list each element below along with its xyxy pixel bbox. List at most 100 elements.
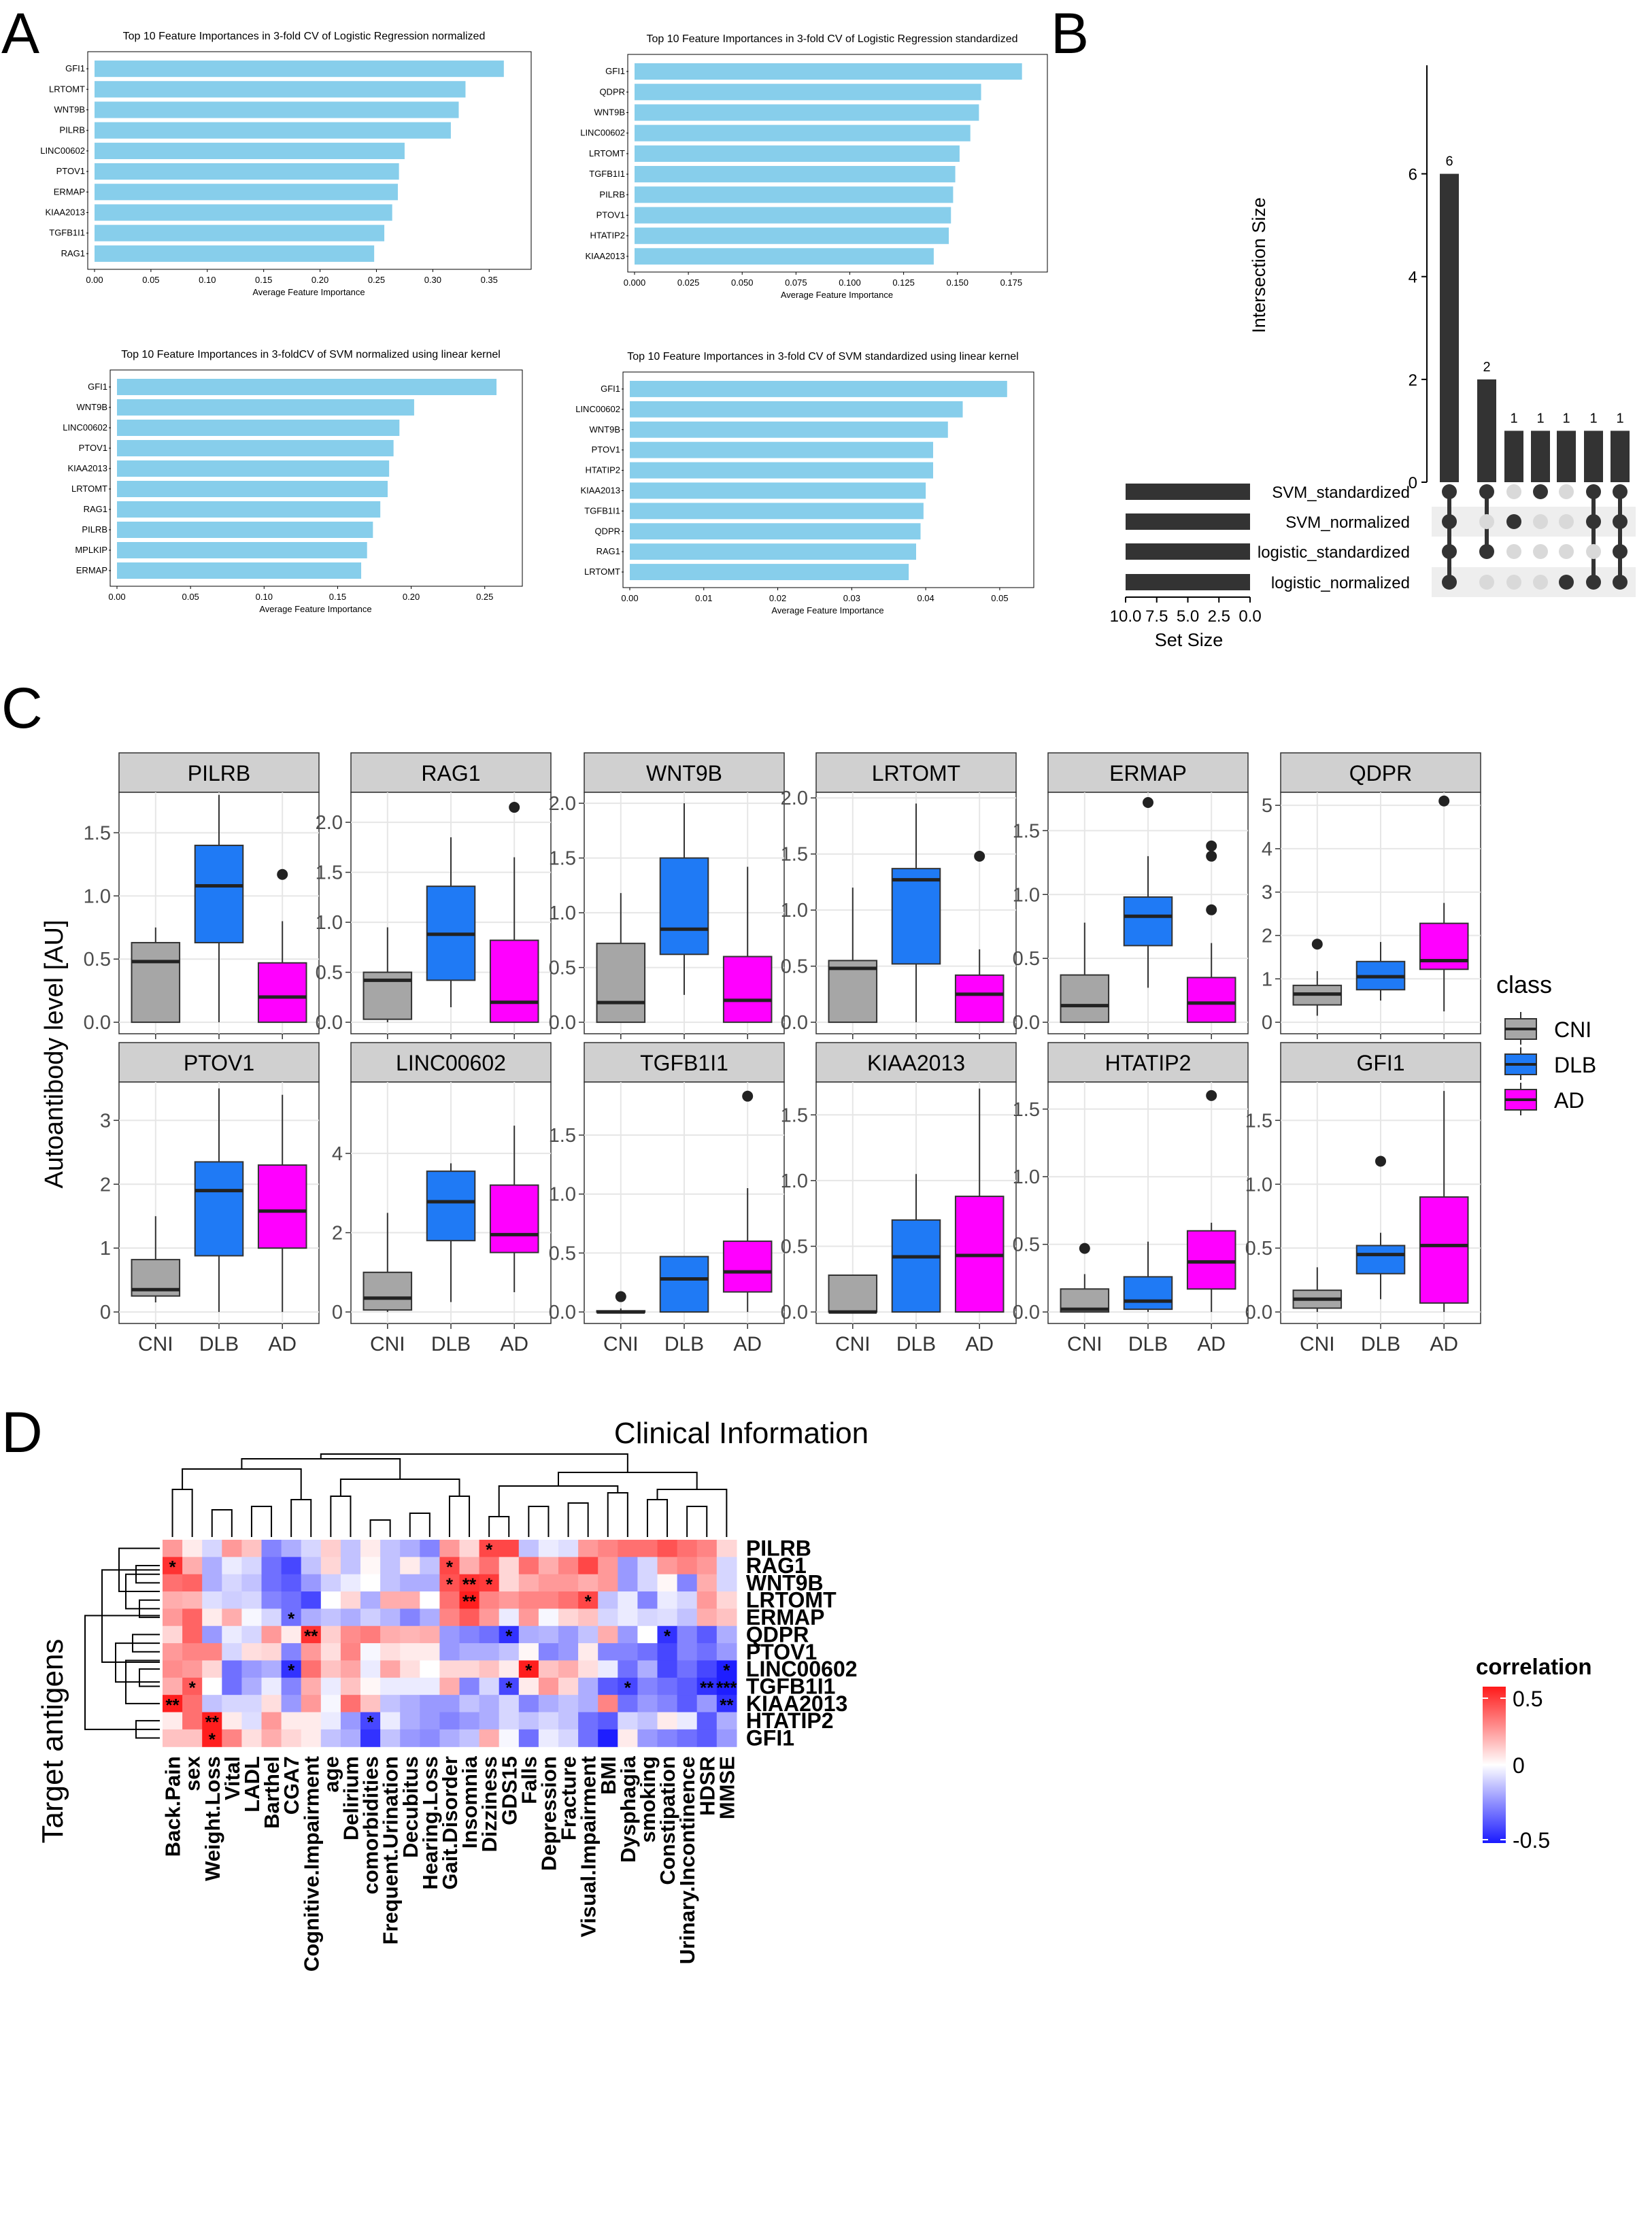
heatmap-cell [598, 1660, 618, 1678]
bar-chart-a1: Top 10 Feature Importances in 3-fold CV … [40, 31, 532, 297]
x-tick-label: 0.00 [108, 592, 125, 602]
significance-marker: * [664, 1625, 671, 1646]
x-axis-label: Average Feature Importance [781, 290, 893, 300]
heatmap-cell [182, 1591, 203, 1609]
membership-dot-off [1506, 484, 1521, 499]
y-tick-label: 1.0 [1013, 1166, 1040, 1188]
heatmap-cell [301, 1557, 322, 1575]
heatmap-cell [558, 1574, 579, 1592]
y-tick-label: 0.0 [84, 1012, 111, 1034]
heatmap-cell [182, 1712, 203, 1730]
facet-strip [584, 752, 785, 793]
box-ad [489, 1184, 539, 1253]
heatmap-cell [716, 1729, 737, 1747]
heatmap-cell [281, 1729, 302, 1747]
heatmap-cell [301, 1729, 322, 1747]
box-ad [257, 1164, 307, 1249]
x-tick-label: 0.150 [946, 277, 968, 288]
membership-dot-off [1559, 484, 1574, 499]
membership-dot-on [1442, 544, 1457, 559]
significance-marker: * [723, 1660, 730, 1681]
heatmap-cell [479, 1712, 500, 1730]
heatmap-cell [360, 1677, 381, 1695]
box-dlb [194, 1161, 244, 1257]
category-label: LINC00602 [40, 146, 85, 156]
significance-marker: * [288, 1608, 295, 1629]
heatmap-cell [241, 1643, 263, 1661]
y-tick-label: 4 [1262, 839, 1272, 860]
y-tick-label: 0.0 [1245, 1302, 1272, 1323]
heatmap-cell [281, 1608, 302, 1627]
outlier-point [1206, 840, 1217, 851]
category-label: GFI1 [601, 384, 620, 394]
heatmap-cell [340, 1677, 361, 1695]
heatmap-cell [261, 1677, 282, 1695]
heatmap-cell [618, 1557, 638, 1575]
dendrogram-branch [320, 1453, 628, 1472]
heatmap-cell [459, 1574, 480, 1592]
significance-marker: * [486, 1540, 493, 1560]
heatmap-cell [241, 1625, 263, 1644]
category-label: PTOV1 [79, 443, 107, 453]
heatmap-cell [360, 1574, 381, 1592]
intersection-bar [1477, 379, 1496, 482]
membership-dot-on [1613, 575, 1628, 590]
significance-marker: * [446, 1574, 454, 1594]
heatmap-cell [439, 1557, 460, 1575]
heatmap-cell [380, 1591, 401, 1609]
heatmap-cell [281, 1540, 302, 1557]
heatmap-cell [400, 1608, 420, 1627]
bar-tgfb1i1 [630, 503, 924, 520]
heatmap-cell [677, 1643, 698, 1661]
y-tick-label: 2 [332, 1223, 343, 1245]
y-tick-label: 2.0 [316, 812, 343, 834]
facet-strip [1280, 1042, 1481, 1083]
box-cni [363, 1271, 413, 1311]
heatmap-cell [420, 1695, 440, 1713]
heatmap-cell [400, 1712, 420, 1730]
heatmap-cell [538, 1729, 559, 1747]
bar-ermap [95, 184, 398, 201]
membership-dot-off [1586, 544, 1601, 559]
column-label: sex [181, 1755, 205, 1791]
heatmap-cell [261, 1625, 282, 1644]
heatmap-cell [420, 1643, 440, 1661]
heatmap-cell [459, 1695, 480, 1713]
x-tick-label: 0.05 [142, 275, 159, 285]
significance-marker: * [189, 1677, 197, 1698]
heatmap-cell [320, 1625, 341, 1644]
box-dlb [1355, 1245, 1406, 1275]
heatmap-cell [677, 1712, 698, 1730]
facet-tgfb1i1: TGFB1I1 0.0 0.5 1.0 1.5 CNI DLB AD [549, 1042, 785, 1355]
y-tick-label: 0.5 [781, 956, 808, 978]
set-size-tick-label: 2.5 [1208, 607, 1230, 626]
y-tick-label: 1.0 [84, 885, 111, 907]
heatmap-cell [380, 1557, 401, 1575]
intersection-count: 1 [1589, 411, 1597, 426]
heatmap-cell [696, 1660, 718, 1678]
category-label: QDPR [594, 526, 620, 536]
heatmap-cell [281, 1695, 302, 1713]
heatmap-cell [400, 1557, 420, 1575]
x-tick-label: CNI [835, 1333, 871, 1355]
intersection-count: 2 [1483, 360, 1490, 375]
column-label: Dysphagia [616, 1755, 640, 1863]
heatmap-cell [340, 1660, 361, 1678]
bar-chart-a4: Top 10 Feature Importances in 3-fold CV … [575, 351, 1034, 615]
column-label: Insomnia [458, 1755, 482, 1849]
heatmap-cell [182, 1643, 203, 1661]
heatmap-cell [518, 1712, 539, 1730]
heatmap-cell [479, 1608, 500, 1627]
heatmap-cell [420, 1712, 440, 1730]
dendrogram-branch [558, 1472, 698, 1489]
outlier-point [974, 851, 985, 862]
heatmap-cell [380, 1677, 401, 1695]
y-tick-label: 1.0 [1013, 884, 1040, 906]
x-axis-label: Set Size [1155, 630, 1224, 650]
dendrogram-branch [339, 1479, 460, 1496]
heatmap-cell [420, 1660, 440, 1678]
heatmap-cell [439, 1625, 460, 1644]
heatmap-cell [202, 1660, 222, 1678]
